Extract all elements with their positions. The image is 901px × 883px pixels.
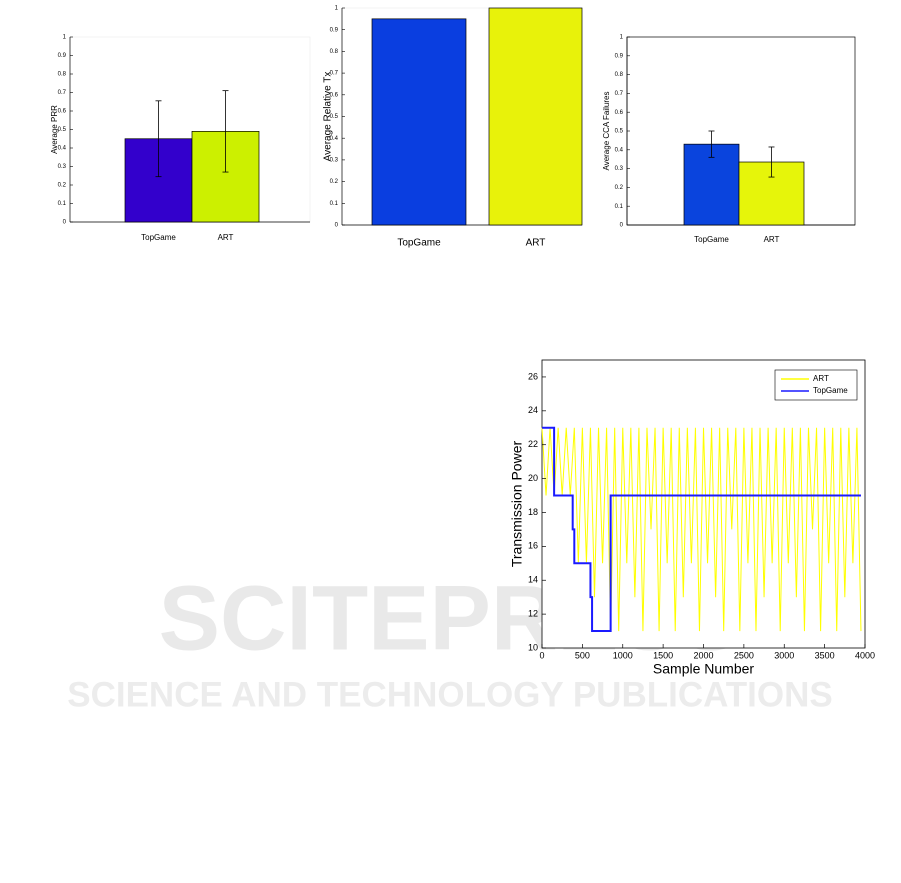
y-tick-label: 0.2 xyxy=(58,183,67,189)
error-bar xyxy=(708,130,715,158)
y-tick-label: 16 xyxy=(528,541,538,551)
legend-label: ART xyxy=(813,374,829,383)
y-tick-label: 0.2 xyxy=(330,179,339,185)
y-tick-label: 0.5 xyxy=(330,114,339,120)
y-tick-label: 0.8 xyxy=(615,72,624,78)
plot-area xyxy=(541,359,866,649)
y-tick-label: 20 xyxy=(528,473,538,483)
y-tick-label: 0.9 xyxy=(58,53,67,59)
legend-box xyxy=(774,369,858,401)
x-tick-label: 2000 xyxy=(693,650,713,660)
y-tick-label: 0.4 xyxy=(615,147,624,153)
bar xyxy=(488,7,583,226)
y-tick-label: 18 xyxy=(528,507,538,517)
y-tick-label: 0.7 xyxy=(58,90,67,96)
y-axis-label: Average Relative Tx xyxy=(323,72,334,162)
y-tick-label: 0.7 xyxy=(615,91,624,97)
y-tick-label: 22 xyxy=(528,439,538,449)
y-axis-label: Transmission Power xyxy=(509,441,525,568)
x-tick-label: 500 xyxy=(575,650,590,660)
x-tick-label: ART xyxy=(218,233,234,242)
y-tick-label: 24 xyxy=(528,405,538,415)
y-tick-label: 0.1 xyxy=(330,201,339,207)
x-tick-label: 3000 xyxy=(774,650,794,660)
y-tick-label: 0.3 xyxy=(615,166,624,172)
y-tick-label: 0.8 xyxy=(330,49,339,55)
x-tick-label: 2500 xyxy=(734,650,754,660)
y-tick-label: 0.4 xyxy=(330,136,339,142)
x-tick-label: TopGame xyxy=(397,238,441,249)
error-bar xyxy=(155,100,162,178)
y-tick-label: 1 xyxy=(335,6,339,12)
y-tick-label: 0.3 xyxy=(330,157,339,163)
y-tick-label: 26 xyxy=(528,371,538,381)
x-tick-label: ART xyxy=(764,235,780,244)
x-axis-label: Sample Number xyxy=(653,661,754,677)
y-tick-label: 0.6 xyxy=(330,92,339,98)
legend-label: TopGame xyxy=(813,386,848,395)
y-tick-label: 0.1 xyxy=(58,201,67,207)
y-axis-label: Average PRR xyxy=(50,105,59,154)
x-tick-label: 1000 xyxy=(613,650,633,660)
x-tick-label: TopGame xyxy=(694,235,729,244)
y-tick-label: 0.9 xyxy=(330,27,339,33)
x-tick-label: TopGame xyxy=(141,233,176,242)
y-tick-label: 0 xyxy=(620,223,624,229)
y-tick-label: 0.5 xyxy=(58,127,67,133)
y-tick-label: 0.2 xyxy=(615,185,624,191)
x-tick-label: 4000 xyxy=(855,650,875,660)
y-tick-label: 12 xyxy=(528,608,538,618)
x-tick-label: 3500 xyxy=(815,650,835,660)
x-tick-label: 0 xyxy=(539,650,544,660)
y-tick-label: 0.4 xyxy=(58,146,67,152)
watermark-subtitle: SCIENCE AND TECHNOLOGY PUBLICATIONS xyxy=(67,675,833,714)
y-tick-label: 0 xyxy=(335,223,339,229)
y-tick-label: 0.3 xyxy=(58,164,67,170)
y-tick-label: 0 xyxy=(63,220,67,226)
y-tick-label: 14 xyxy=(528,575,538,585)
y-tick-label: 0.6 xyxy=(615,110,624,116)
line xyxy=(541,427,862,632)
y-axis-label: Average CCA Failures xyxy=(602,92,611,171)
y-tick-label: 0.9 xyxy=(615,53,624,59)
bar xyxy=(371,18,467,226)
y-tick-label: 0.5 xyxy=(615,129,624,135)
y-tick-label: 0.7 xyxy=(330,71,339,77)
y-tick-label: 10 xyxy=(528,642,538,652)
x-tick-label: 1500 xyxy=(653,650,673,660)
y-tick-label: 0.6 xyxy=(58,109,67,115)
y-tick-label: 1 xyxy=(63,35,67,41)
y-tick-label: 0.8 xyxy=(58,72,67,78)
line xyxy=(542,426,861,633)
error-bar xyxy=(768,146,775,178)
y-tick-label: 1 xyxy=(620,35,624,41)
error-bar xyxy=(222,90,229,173)
y-tick-label: 0.1 xyxy=(615,204,624,210)
x-tick-label: ART xyxy=(526,238,546,249)
